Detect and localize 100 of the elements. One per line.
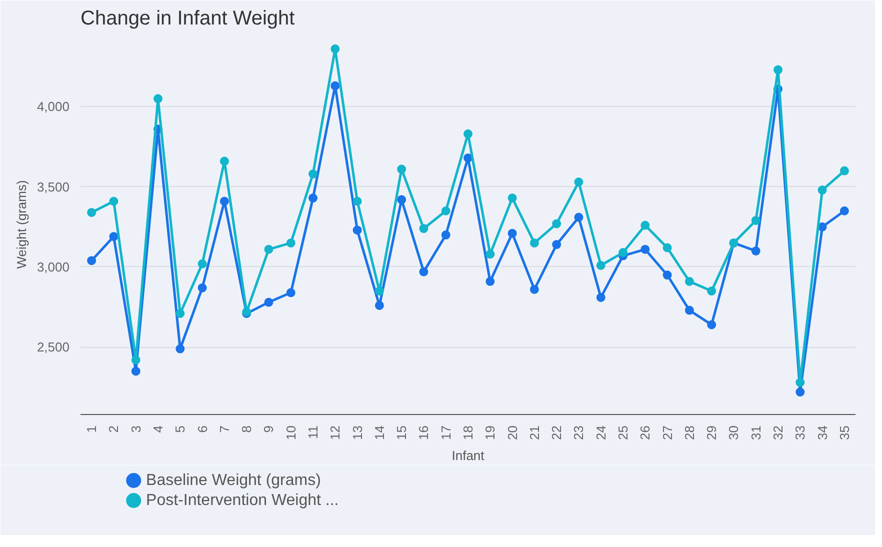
point: [684, 306, 694, 315]
point: [308, 170, 318, 178]
point: [662, 270, 672, 280]
x-axis-title: Infant: [452, 448, 485, 463]
point: [796, 378, 805, 387]
point: [330, 44, 340, 54]
x-tick-label: 35: [836, 425, 852, 440]
y-tick-label: 3,500: [36, 179, 70, 194]
x-tick-label: 1: [84, 425, 100, 433]
point: [508, 194, 517, 203]
x-tick-label: 21: [526, 425, 542, 440]
point: [486, 250, 495, 259]
point: [220, 196, 229, 206]
point: [286, 238, 296, 248]
x-tick-label: 2: [106, 425, 122, 433]
x-tick-label: 30: [726, 425, 742, 440]
x-tick-label: 14: [372, 425, 387, 440]
x-tick-label: 10: [283, 425, 298, 440]
point: [840, 166, 849, 176]
point: [662, 243, 672, 252]
point: [87, 256, 96, 266]
x-tick-label: 13: [350, 425, 365, 440]
point: [397, 195, 406, 204]
point: [109, 196, 118, 206]
point: [464, 153, 472, 162]
point: [486, 276, 495, 286]
x-tick-label: 17: [438, 425, 454, 440]
point: [176, 344, 185, 354]
point: [840, 206, 849, 216]
x-tick-label: 18: [460, 425, 476, 440]
point: [198, 283, 207, 292]
point: [264, 298, 274, 307]
point: [508, 228, 517, 238]
point: [374, 300, 384, 310]
x-tick-label: 25: [616, 425, 630, 440]
point: [397, 164, 406, 174]
point: [574, 212, 584, 222]
x-tick-label: 3: [128, 425, 144, 433]
x-tick-label: 34: [814, 425, 830, 440]
x-tick-label: 9: [261, 425, 276, 433]
point: [131, 355, 140, 364]
y-axis-title: Weight (grams): [14, 180, 29, 269]
x-tick-label: 31: [748, 425, 764, 440]
point: [640, 244, 650, 254]
x-tick-label: 6: [194, 425, 210, 433]
x-tick-label: 20: [504, 425, 520, 440]
x-tick-label: 5: [172, 425, 188, 433]
point: [618, 248, 628, 258]
chart-title: Change in Infant Weight: [80, 8, 296, 30]
y-tick-label: 2,500: [36, 340, 70, 355]
point: [530, 238, 539, 248]
point: [330, 81, 340, 90]
point: [220, 156, 229, 166]
point: [774, 65, 782, 74]
x-tick-label: 11: [306, 425, 320, 439]
point: [419, 267, 428, 276]
point: [286, 288, 296, 298]
point: [552, 219, 562, 228]
point: [684, 276, 694, 286]
point: [176, 308, 185, 318]
x-tick-label: 19: [482, 425, 498, 440]
point: [751, 216, 760, 225]
legend-label: Baseline Weight (grams): [146, 472, 321, 489]
point: [154, 94, 162, 104]
point: [441, 230, 450, 240]
point: [198, 259, 207, 268]
point: [707, 320, 716, 330]
point: [707, 286, 716, 296]
x-tick-label: 23: [571, 425, 586, 440]
point: [574, 178, 584, 187]
x-tick-label: 32: [770, 425, 786, 440]
point: [751, 246, 760, 256]
x-tick-label: 26: [638, 425, 653, 440]
x-tick-label: 15: [394, 425, 410, 440]
x-tick-label: 28: [682, 425, 697, 440]
point: [530, 284, 539, 294]
point: [264, 244, 274, 254]
x-tick-label: 16: [416, 425, 432, 440]
point: [640, 220, 650, 230]
point: [352, 196, 362, 206]
x-tick-label: 22: [549, 425, 564, 440]
y-tick-label: 4,000: [36, 99, 70, 114]
point: [596, 260, 606, 270]
point: [596, 292, 606, 302]
point: [374, 286, 384, 296]
x-tick-label: 4: [150, 425, 166, 433]
x-tick-label: 12: [328, 425, 343, 440]
point: [419, 224, 428, 233]
point: [352, 226, 362, 235]
x-tick-label: 8: [239, 425, 254, 433]
point: [87, 208, 96, 217]
y-tick-label: 3,000: [36, 259, 70, 274]
x-tick-label: 7: [216, 425, 232, 433]
point: [308, 194, 318, 203]
point: [818, 186, 827, 195]
point: [796, 388, 805, 397]
point: [441, 206, 450, 216]
x-tick-label: 24: [593, 425, 608, 440]
x-tick-label: 27: [660, 425, 675, 440]
point: [131, 366, 140, 376]
